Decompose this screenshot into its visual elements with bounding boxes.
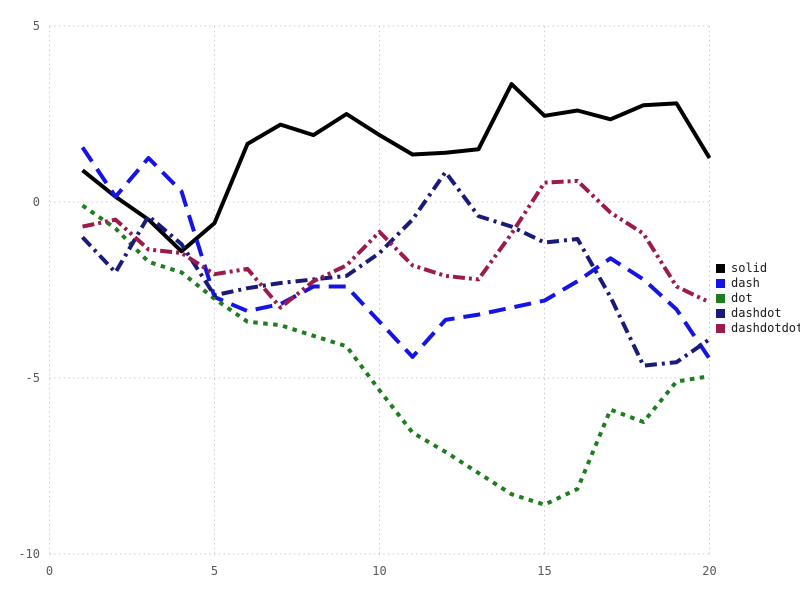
- y-tick-label-5: 5: [33, 19, 40, 33]
- series-line-solid: [81, 82, 712, 254]
- x-tick-label-10: 10: [372, 564, 386, 578]
- x-tick-label-20: 20: [702, 564, 716, 578]
- chart-legend: solid dash dot dashdot dashdotdot: [716, 262, 800, 334]
- legend-item-dash: dash: [716, 277, 800, 289]
- legend-item-dashdot: dashdot: [716, 307, 800, 319]
- legend-label-dot: dot: [731, 291, 753, 305]
- x-tick-label-5: 5: [211, 564, 218, 578]
- y-tick-label-0: 0: [33, 195, 40, 209]
- y-tick-label--5: -5: [26, 371, 40, 385]
- legend-swatch-dot: [716, 293, 725, 303]
- series-line-dashdot: [81, 170, 711, 368]
- legend-swatch-dash: [716, 278, 725, 288]
- legend-label-dashdot: dashdot: [731, 306, 782, 320]
- legend-label-dashdotdot: dashdotdot: [731, 321, 800, 335]
- legend-label-dash: dash: [731, 276, 760, 290]
- series-line-dashdotdot: [82, 178, 711, 310]
- legend-label-solid: solid: [731, 261, 768, 275]
- legend-swatch-dashdotdot: [716, 323, 725, 333]
- legend-item-dot: dot: [716, 292, 800, 304]
- legend-item-solid: solid: [716, 262, 800, 274]
- series-line-dash: [80, 146, 712, 360]
- y-tick-label--10: -10: [18, 547, 40, 561]
- x-tick-label-0: 0: [46, 564, 53, 578]
- legend-swatch-solid: [716, 263, 725, 273]
- legend-swatch-dashdot: [716, 308, 725, 318]
- legend-item-dashdotdot: dashdotdot: [716, 322, 800, 334]
- x-tick-label-15: 15: [537, 564, 551, 578]
